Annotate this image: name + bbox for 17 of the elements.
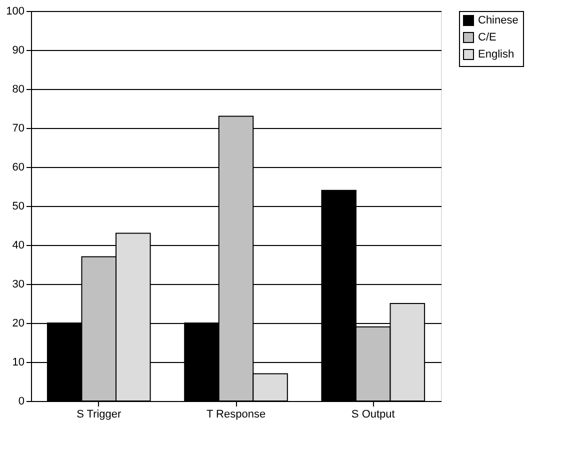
y-tick-label: 0 [18, 396, 24, 408]
y-tick-label: 40 [12, 240, 24, 252]
legend-label: English [478, 48, 514, 60]
y-tick-label: 50 [12, 200, 24, 212]
legend-label: C/E [478, 32, 496, 44]
x-tick-label: S Output [351, 408, 395, 420]
legend-label: Chinese [478, 14, 518, 26]
y-tick-label: 80 [12, 84, 24, 96]
x-tick-label: S Trigger [76, 408, 122, 420]
y-tick-label: 70 [12, 122, 24, 134]
y-tick-label: 100 [6, 6, 24, 18]
y-tick-label: 20 [12, 318, 24, 330]
x-tick-label: T Response [206, 408, 266, 420]
y-tick-label: 10 [12, 356, 24, 368]
y-tick-label: 60 [12, 162, 24, 174]
y-tick-label: 90 [12, 44, 24, 56]
y-tick-label: 30 [12, 278, 24, 290]
